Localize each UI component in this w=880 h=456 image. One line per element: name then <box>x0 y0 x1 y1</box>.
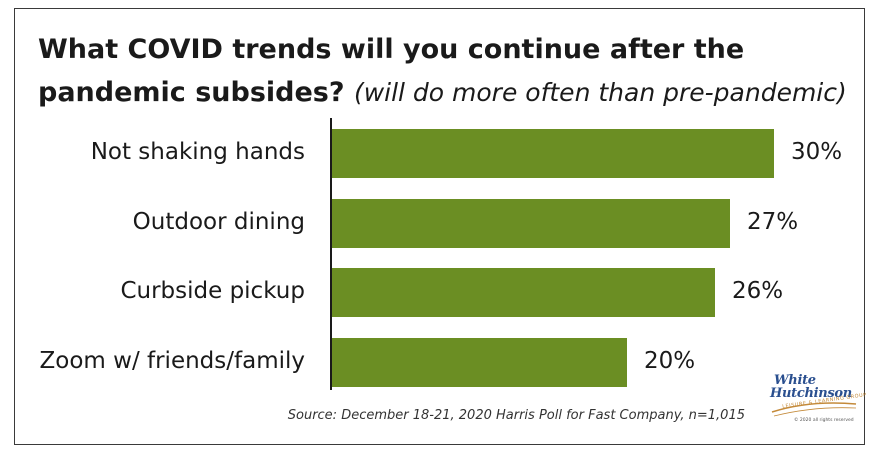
category-label: Zoom w/ friends/family <box>39 347 305 374</box>
chart-title-main: What COVID trends will you continue afte… <box>38 34 745 108</box>
bar-value-label: 27% <box>747 208 799 235</box>
category-label: Not shaking hands <box>90 139 305 165</box>
company-logo: White Hutchinson LEISURE & LEARNING GROU… <box>770 373 867 432</box>
category-axis-line <box>330 118 332 390</box>
chart-title: What COVID trends will you continue afte… <box>38 28 848 114</box>
bar-value-label: 26% <box>732 278 784 304</box>
category-label: Curbside pickup <box>120 278 305 304</box>
bar <box>332 268 715 317</box>
bar-value-label: 30% <box>791 139 843 165</box>
category-label: Outdoor dining <box>132 208 305 235</box>
source-note: Source: December 18-21, 2020 Harris Poll… <box>287 408 745 423</box>
logo-copyright: © 2020 all rights reserved <box>794 418 854 423</box>
logo-line-2: Hutchinson <box>770 386 852 401</box>
bar <box>332 198 730 248</box>
chart-subtitle: (will do more often than pre-pandemic) <box>353 78 847 107</box>
bar <box>332 129 774 178</box>
logo-swoosh-icon <box>771 402 857 417</box>
bar-value-label: 20% <box>644 347 696 374</box>
bar <box>332 337 627 387</box>
logo-line-1: White <box>774 373 816 388</box>
